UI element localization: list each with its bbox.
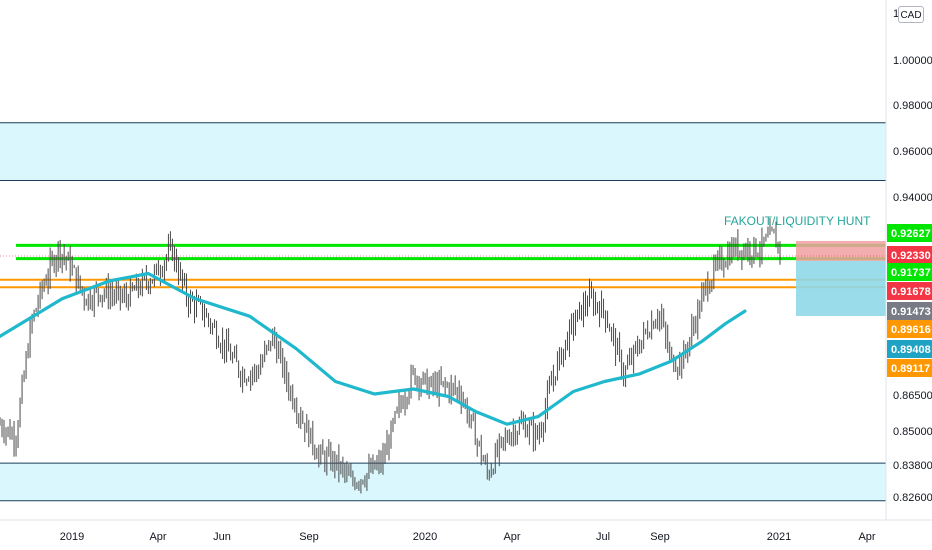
currency-button[interactable]: CAD xyxy=(898,6,924,23)
price-tag-value: 0.89616 xyxy=(891,324,931,336)
price-tag-background xyxy=(887,263,932,281)
price-tag-background xyxy=(887,282,932,300)
time-tick-label: 2019 xyxy=(60,531,84,543)
price-tag-value: 0.89117 xyxy=(891,363,930,375)
price-tick-label: 0.94000 xyxy=(893,192,932,204)
price-tick-label: 0.83800 xyxy=(893,460,932,472)
price-tag: 0.92330 xyxy=(887,246,932,264)
price-tick-label: 1.00000 xyxy=(893,55,932,67)
price-tick-label: 0.82600 xyxy=(893,492,932,504)
moving-average-line xyxy=(0,271,747,426)
price-tag-value: 0.89408 xyxy=(891,344,931,356)
position-tool[interactable] xyxy=(796,241,886,316)
price-tag-background xyxy=(887,340,932,358)
time-tick-label: Sep xyxy=(650,531,670,543)
price-tag-background xyxy=(887,320,932,338)
price-tags: 0.92627 0.92330 0.91737 0.91678 0.91473 0.896… xyxy=(887,224,932,377)
price-tick-label: 1 xyxy=(893,8,899,20)
price-tick-label: 0.98000 xyxy=(893,100,932,112)
annotation-label: FAKOUT/LIQUIDITY HUNT xyxy=(724,214,871,228)
price-tag: 0.91737 xyxy=(887,263,932,281)
time-tick-label: 2021 xyxy=(767,531,791,543)
price-tag-value: 0.92627 xyxy=(891,228,931,240)
price-tick-label: 0.86500 xyxy=(893,390,932,402)
price-axis[interactable]: 1.00000 0.98000 0.96000 0.94000 0.86500 0.850… xyxy=(885,0,932,520)
stop-loss-box[interactable] xyxy=(796,241,886,261)
price-tag: 0.89117 xyxy=(887,359,932,377)
zone-1[interactable] xyxy=(0,122,886,181)
price-tag-background xyxy=(887,359,932,377)
time-tick-label: 2020 xyxy=(413,531,437,543)
price-tick-label: 0.96000 xyxy=(893,146,932,158)
price-tag-background xyxy=(887,302,932,320)
candlestick-series xyxy=(0,218,781,494)
price-tag-background xyxy=(887,224,932,242)
time-tick-label: Apr xyxy=(149,531,166,543)
time-axis[interactable]: 2019 Apr Jun Sep 2020 Apr Jul Sep 2021 Apr xyxy=(0,519,932,543)
price-tag: 0.89616 xyxy=(887,320,932,338)
time-tick-label: Jul xyxy=(596,531,610,543)
time-tick-label: Apr xyxy=(858,531,875,543)
take-profit-box[interactable] xyxy=(796,261,886,316)
price-tag: 0.92627 xyxy=(887,224,932,242)
time-tick-label: Jun xyxy=(213,531,231,543)
price-tag-value: 0.91473 xyxy=(891,306,931,318)
price-tag-value: 0.92330 xyxy=(891,250,931,262)
price-tag: 0.89408 xyxy=(887,340,932,358)
time-tick-label: Apr xyxy=(503,531,520,543)
price-tag: 0.91473 xyxy=(887,302,932,320)
zone-2[interactable] xyxy=(0,463,886,501)
price-tag: 0.91678 xyxy=(887,282,932,300)
price-tag-value: 0.91737 xyxy=(891,267,931,279)
horizontal-levels xyxy=(0,243,886,289)
time-tick-label: Sep xyxy=(299,531,319,543)
price-tag-value: 0.91678 xyxy=(891,286,931,298)
price-tick-label: 0.85000 xyxy=(893,426,932,438)
supply-demand-zones xyxy=(0,122,886,502)
price-tag-background xyxy=(887,246,932,264)
